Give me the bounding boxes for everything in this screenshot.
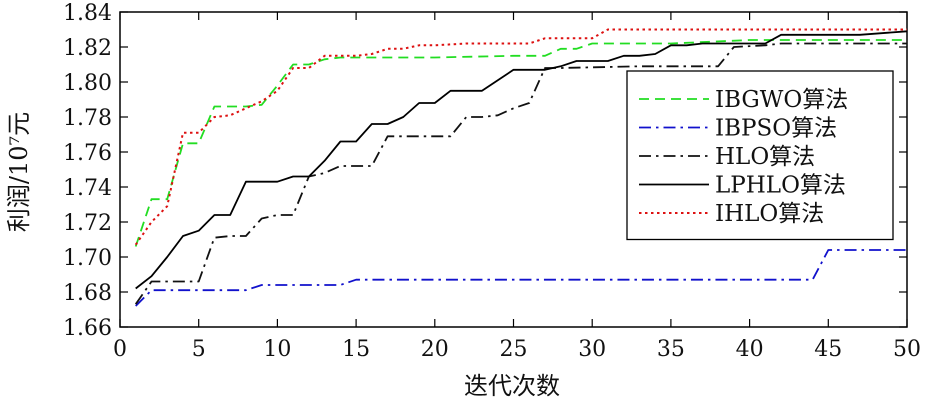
x-tick-label: 5 <box>192 337 206 362</box>
y-tick-label: 1.80 <box>63 71 112 96</box>
legend-label-2: IBPSO算法 <box>715 116 837 142</box>
legend-label-3: HLO算法 <box>715 144 815 170</box>
y-tick-label: 1.74 <box>63 176 112 201</box>
series-line-3 <box>134 42 907 305</box>
legend-label-1: IBGWO算法 <box>715 87 848 113</box>
x-axis-label: 迭代次数 <box>464 372 560 400</box>
legend-label-5: IHLO算法 <box>715 201 824 227</box>
x-tick-label: 10 <box>263 337 291 362</box>
y-tick-label: 1.72 <box>63 211 112 236</box>
x-tick-label: 45 <box>814 337 842 362</box>
x-tick-label: 25 <box>500 337 528 362</box>
y-tick-label: 1.78 <box>63 106 112 131</box>
series-line-4 <box>135 30 908 290</box>
y-axis-label: 利润/10⁷元 <box>5 112 33 232</box>
x-tick-label: 40 <box>736 337 764 362</box>
x-tick-label: 50 <box>893 337 921 362</box>
y-tick-label: 1.68 <box>63 281 112 306</box>
y-axis-ticks: 1.66 1.68 1.70 1.72 1.74 1.76 1.78 1.80 1.82 1.84 <box>63 1 907 341</box>
x-tick-label: 35 <box>657 337 685 362</box>
y-tick-label: 1.76 <box>63 141 112 166</box>
y-tick-label: 1.70 <box>63 246 112 271</box>
x-tick-label: 0 <box>113 337 127 362</box>
x-tick-label: 15 <box>342 337 370 362</box>
series-line-2 <box>135 249 907 307</box>
series-line-5 <box>134 28 907 246</box>
series-lines <box>134 28 908 307</box>
legend-label-4: LPHLO算法 <box>715 173 846 199</box>
y-tick-label: 1.66 <box>63 316 112 341</box>
series-line-1 <box>134 39 907 247</box>
x-axis-ticks: 0 5 10 15 20 25 30 35 40 45 50 <box>113 12 921 362</box>
y-tick-label: 1.82 <box>63 36 112 61</box>
x-tick-label: 20 <box>421 337 449 362</box>
x-tick-label: 30 <box>578 337 606 362</box>
y-tick-label: 1.84 <box>63 1 112 26</box>
